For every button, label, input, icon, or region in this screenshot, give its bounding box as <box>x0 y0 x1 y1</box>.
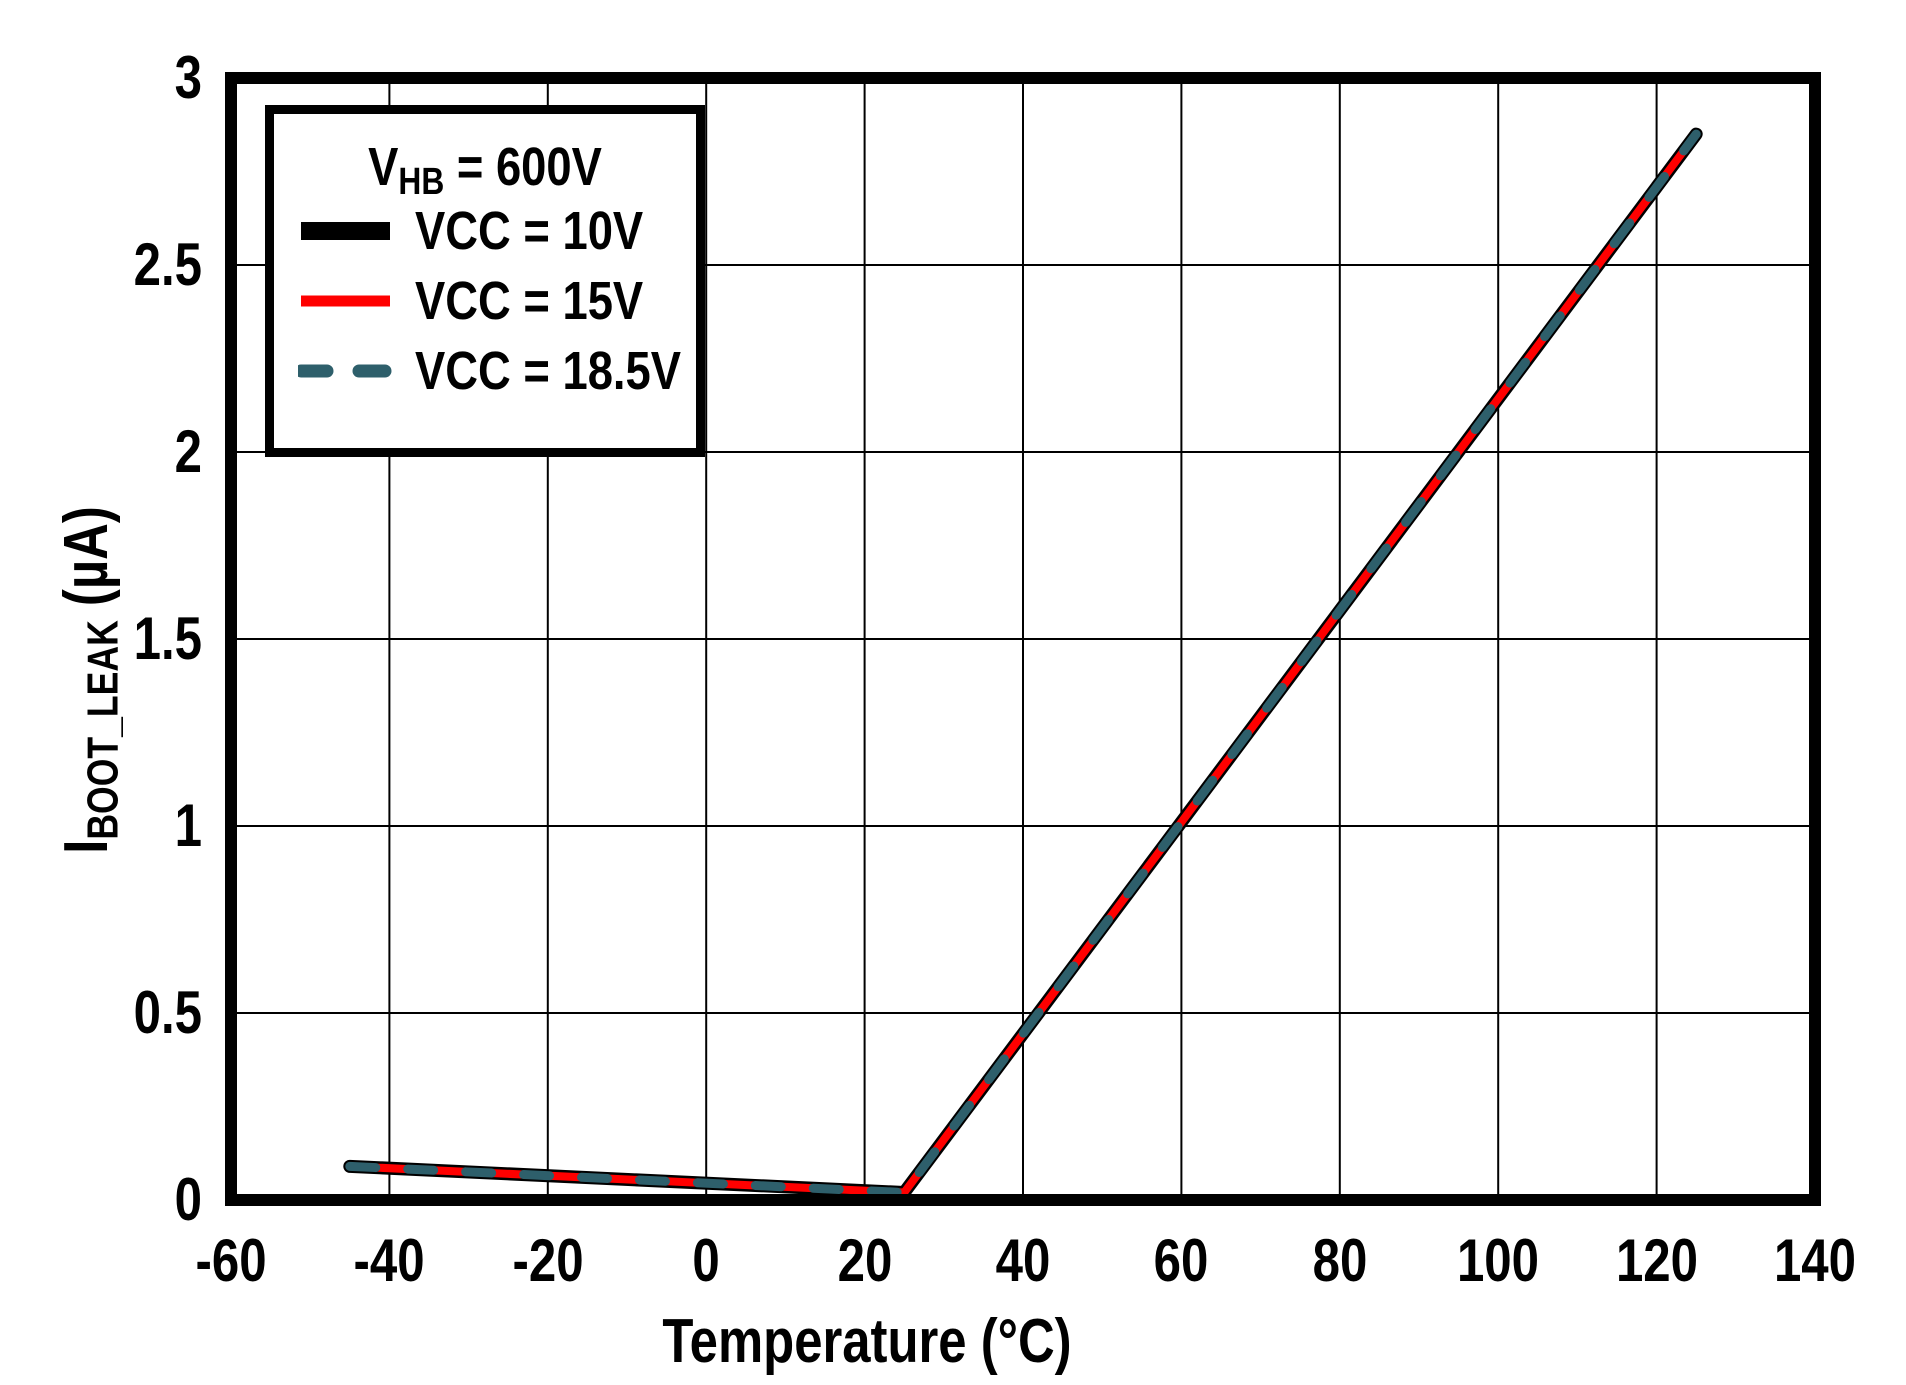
x-tick-label: 40 <box>995 1227 1051 1294</box>
legend-header-prefix: V <box>368 137 399 197</box>
y-tick-label: 1.5 <box>133 605 202 672</box>
y-tick-label: 3 <box>174 44 202 111</box>
legend-header-suffix: = 600V <box>444 137 602 197</box>
x-tick-label: -60 <box>195 1227 267 1294</box>
legend-row-vcc-15v: VCC = 15V <box>274 266 696 336</box>
y-tick-label: 2.5 <box>133 231 202 298</box>
x-tick-label: 140 <box>1773 1227 1857 1294</box>
y-tick-label: 2 <box>174 418 202 485</box>
y-tick-label: 1 <box>174 792 202 859</box>
x-tick-label: 0 <box>692 1227 720 1294</box>
plot-frame <box>225 72 1821 1206</box>
legend-row-vcc-10v: VCC = 10V <box>274 196 696 266</box>
series-line-vcc-18.5v <box>345 129 1701 1198</box>
legend-label-vcc-18-5v: VCC = 18.5V <box>415 341 682 401</box>
legend-header-subscript: HB <box>398 161 445 204</box>
legend-swatch-dashed-teal-line <box>298 364 393 378</box>
legend-label-vcc-15v: VCC = 15V <box>415 271 644 331</box>
x-tick-label: 120 <box>1615 1227 1698 1294</box>
y-axis-title-prefix: I <box>52 839 121 854</box>
y-tick-label: 0.5 <box>133 979 202 1046</box>
legend-header: VHB = 600V <box>308 137 662 203</box>
legend-box: VHB = 600V VCC = 10V VCC = 15V VCC = 18.… <box>265 105 705 457</box>
x-tick-label: 60 <box>1154 1227 1209 1294</box>
x-tick-label: -20 <box>512 1227 584 1294</box>
x-tick-label: 20 <box>837 1227 892 1294</box>
y-axis-title-suffix: (µA) <box>52 506 121 621</box>
x-tick-label: 100 <box>1457 1227 1540 1294</box>
legend-swatch-solid-red-line <box>301 295 390 307</box>
x-axis-title: Temperature (°C) <box>662 1307 1072 1376</box>
legend-swatch-solid-black-line <box>301 222 390 240</box>
legend-label-vcc-10v: VCC = 10V <box>415 201 644 261</box>
y-axis-title-subscript: BOOT_LEAK <box>79 620 128 840</box>
legend-row-vcc-18-5v: VCC = 18.5V <box>274 336 696 406</box>
y-tick-label: 0 <box>174 1166 202 1233</box>
x-tick-label: 80 <box>1312 1227 1368 1294</box>
y-axis-title: IBOOT_LEAK (µA) <box>52 368 127 991</box>
x-tick-label: -40 <box>353 1227 425 1294</box>
